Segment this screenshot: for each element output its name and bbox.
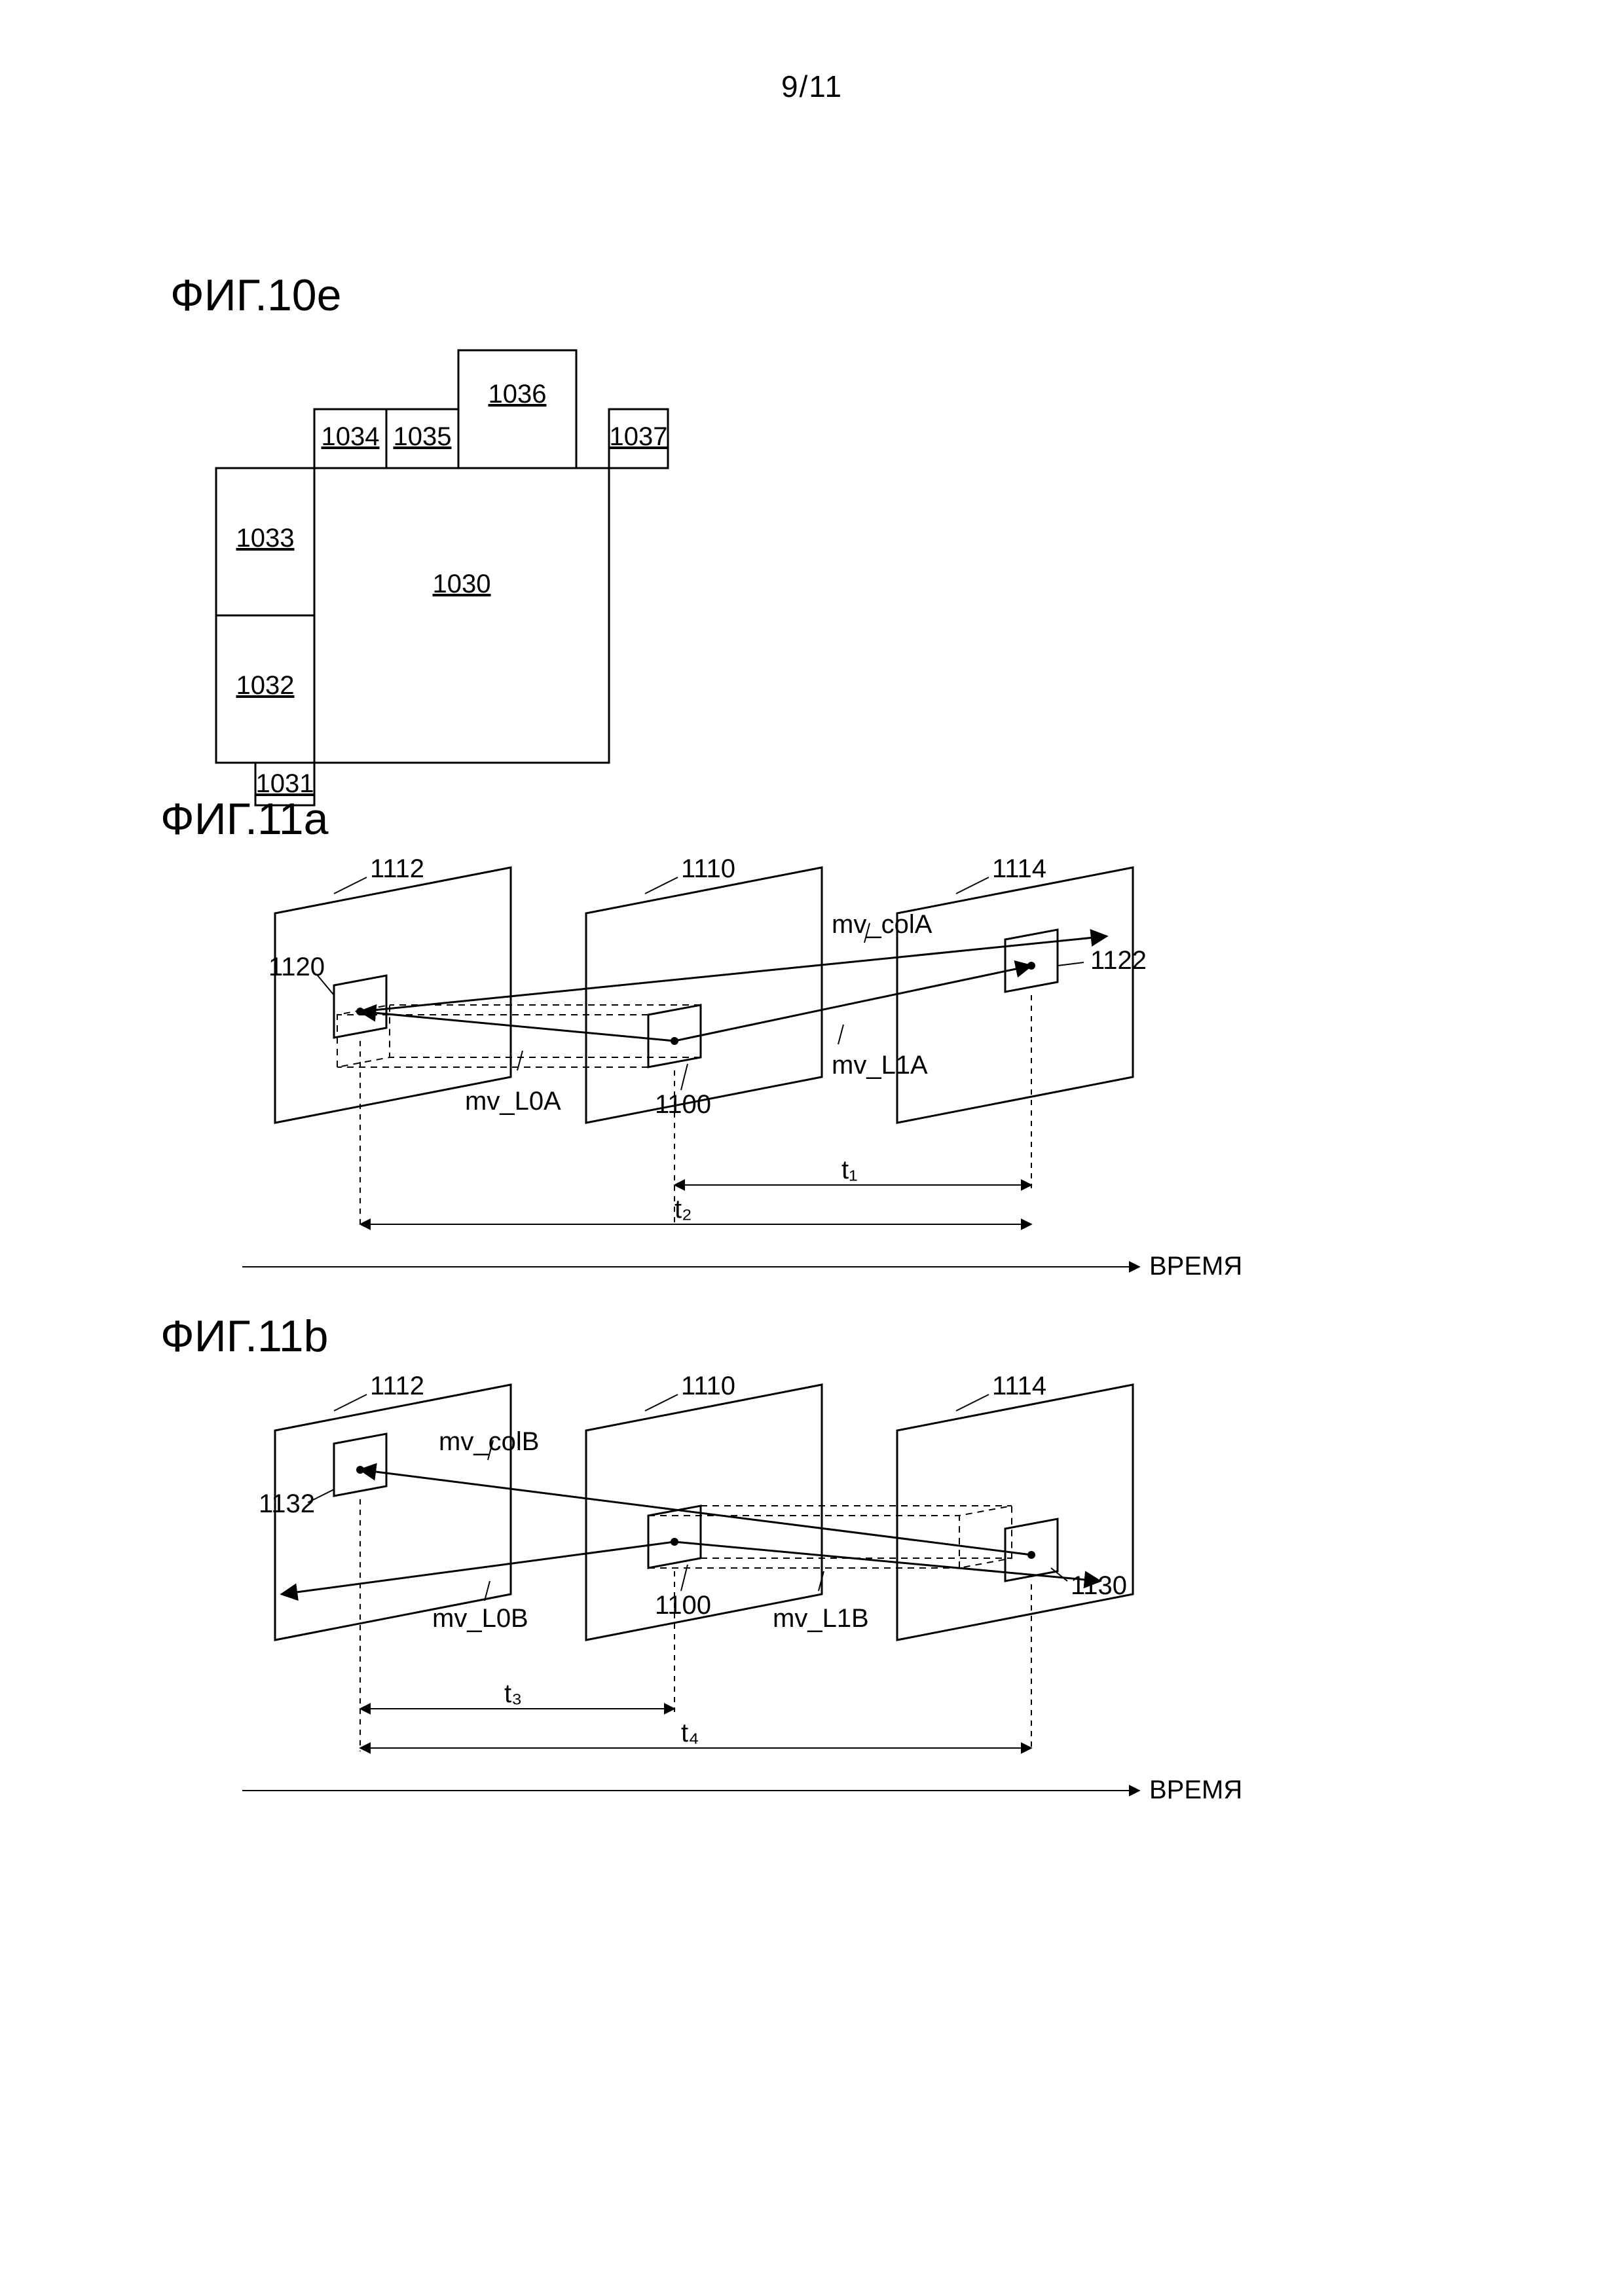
- label-1110: 1110: [681, 854, 735, 883]
- label-1122: 1122: [1090, 946, 1147, 975]
- mv-L0B: [282, 1542, 674, 1594]
- label-1112: 1112: [370, 854, 424, 883]
- label-1035: 1035: [394, 422, 452, 451]
- block-1130: [1005, 1519, 1058, 1581]
- label-mv-L0B: mv_L0B: [432, 1604, 528, 1633]
- label-mv-colB: mv_colB: [439, 1427, 539, 1456]
- label-1112b: 1112: [370, 1372, 424, 1400]
- mv-L1A: [674, 966, 1031, 1041]
- label-t3: t₃: [504, 1679, 522, 1708]
- label-1114: 1114: [992, 854, 1046, 883]
- block-1132: [334, 1434, 386, 1496]
- label-mv-L1A: mv_L1A: [832, 1051, 928, 1080]
- label-1037: 1037: [610, 422, 668, 451]
- fig10e-diagram: 1030 1033 1032 1031 1034 1035 1036 1037: [170, 331, 760, 815]
- panel-1112: [275, 867, 511, 1123]
- label-t4: t₄: [681, 1719, 699, 1747]
- block-1030: [314, 468, 609, 763]
- label-1030: 1030: [433, 570, 491, 598]
- label-1034: 1034: [322, 422, 380, 451]
- time-axis-label-a: ВРЕМЯ: [1149, 1252, 1242, 1281]
- label-t2: t₂: [674, 1195, 692, 1224]
- label-1033: 1033: [236, 524, 295, 553]
- block-1122: [1005, 930, 1058, 992]
- block-1036: [458, 350, 576, 468]
- time-axis-label-b: ВРЕМЯ: [1149, 1776, 1242, 1804]
- label-1036: 1036: [489, 380, 547, 409]
- label-1120: 1120: [268, 953, 325, 981]
- fig10e-title: ФИГ.10e: [170, 270, 341, 321]
- fig11b-title: ФИГ.11b: [160, 1311, 328, 1362]
- label-1114b: 1114: [992, 1372, 1046, 1400]
- fig11a-diagram: 1112 1110 1114: [196, 848, 1277, 1319]
- label-t1: t₁: [841, 1156, 858, 1184]
- panel-1114: [897, 867, 1133, 1123]
- label-1100a: 1100: [655, 1090, 711, 1119]
- mv-L0A: [360, 1011, 674, 1041]
- label-mv-L0A: mv_L0A: [465, 1087, 561, 1116]
- label-1032: 1032: [236, 671, 295, 700]
- panel-1110: [586, 867, 822, 1123]
- label-1132: 1132: [259, 1489, 315, 1518]
- label-1100b: 1100: [655, 1591, 711, 1620]
- label-mv-L1B: mv_L1B: [773, 1604, 869, 1633]
- label-mv-colA: mv_colA: [832, 910, 932, 939]
- page-number: 9/11: [0, 69, 1624, 104]
- page: 9/11 ФИГ.10e 1030 1033 1032 1031 1034 10…: [0, 0, 1624, 2296]
- label-1110b: 1110: [681, 1372, 735, 1400]
- label-1130: 1130: [1071, 1571, 1127, 1600]
- panel-1114b: [897, 1385, 1133, 1640]
- fig11a-title: ФИГ.11a: [160, 793, 328, 845]
- fig11b-diagram: 1112 1110 1114: [196, 1365, 1277, 1836]
